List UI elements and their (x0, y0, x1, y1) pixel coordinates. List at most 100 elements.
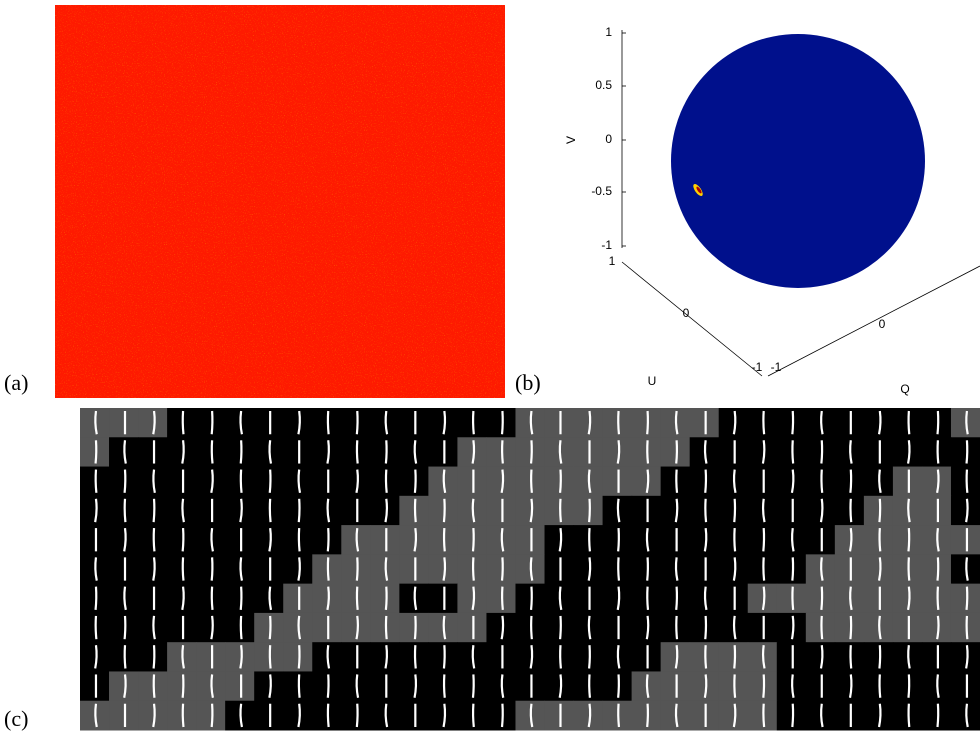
spin-dash (617, 674, 620, 698)
grid-cell (747, 612, 778, 643)
spin-dash (384, 498, 389, 523)
spin-dash (558, 527, 563, 552)
spin-dash (646, 586, 650, 611)
grid-cell (834, 408, 865, 438)
spin-dash (297, 469, 302, 494)
spin-dash (529, 645, 534, 669)
spin-dash (355, 410, 359, 435)
spin-dash (704, 645, 708, 669)
grid-cell (167, 612, 197, 643)
spin-dash (588, 528, 592, 552)
spin-dash (762, 674, 766, 698)
spin-grid (80, 408, 980, 731)
spin-dash (529, 440, 533, 464)
spin-dash (762, 528, 766, 552)
spin-dash (268, 615, 272, 640)
spin-dash (239, 498, 243, 523)
spin-dash (181, 586, 185, 611)
spin-dash (239, 410, 244, 435)
spin-dash (820, 615, 824, 640)
grid-cell (950, 466, 980, 497)
grid-cell (370, 525, 400, 555)
spin-dash (703, 586, 708, 611)
spin-dash (936, 527, 940, 552)
grid-cell (196, 495, 226, 526)
spin-dash (181, 498, 185, 523)
grid-cell (921, 495, 952, 526)
spin-dash (790, 469, 795, 494)
spin-dash (326, 674, 330, 698)
q-tick-label: 0 (879, 317, 886, 331)
grid-cell (573, 437, 604, 468)
spin-dash (558, 674, 563, 698)
spin-dash (646, 440, 650, 464)
spin-dash (239, 469, 243, 493)
spin-dash (239, 615, 243, 640)
grid-cell (950, 671, 980, 702)
spin-dash (849, 645, 853, 669)
spin-dash (181, 703, 185, 728)
spin-dash (588, 674, 592, 698)
panel-label: (b) (515, 370, 541, 395)
spin-dash (675, 615, 679, 640)
spin-dash (761, 645, 766, 669)
grid-cell (80, 671, 110, 702)
spin-dash (471, 586, 476, 611)
grid-cell (341, 642, 371, 672)
spin-dash (326, 440, 330, 464)
spin-dash (355, 440, 359, 464)
spin-dash (617, 703, 621, 728)
spin-dash (500, 410, 504, 435)
spin-dash (645, 527, 650, 552)
grid-cell (834, 554, 865, 585)
spin-dash (500, 469, 505, 494)
spin-dash (936, 615, 940, 640)
spin-dash (123, 527, 127, 552)
spin-dash (210, 527, 214, 552)
spin-dash (384, 440, 388, 464)
spin-dash (181, 557, 185, 581)
spin-dash (94, 410, 98, 435)
v-tick-label: -1 (601, 238, 612, 252)
grid-cell (834, 700, 865, 731)
grid-cell (167, 466, 197, 497)
spin-dash (471, 645, 476, 669)
grid-cell (254, 554, 284, 585)
spin-dash (471, 410, 475, 435)
grid-cell (631, 495, 662, 526)
spin-dash (849, 586, 853, 611)
spin-dash (616, 586, 621, 611)
spin-dash (645, 469, 650, 494)
panel-label: (a) (4, 370, 28, 395)
spin-dash (413, 498, 417, 523)
spin-dash (210, 469, 214, 494)
spin-dash (820, 703, 824, 728)
spin-dash (152, 645, 156, 669)
grid-cell (341, 495, 371, 526)
spin-dash (152, 674, 156, 698)
spin-dash (529, 557, 534, 581)
spin-dash (877, 557, 882, 581)
spin-dash (471, 498, 476, 523)
spin-dash (529, 703, 534, 728)
spin-dash (152, 469, 156, 494)
spin-dash (965, 469, 969, 493)
grid-cell (254, 408, 284, 438)
spin-dash (355, 674, 360, 698)
spin-dash (152, 615, 156, 640)
grid-cell (950, 583, 980, 614)
grid-cell (950, 612, 980, 643)
spin-dash (761, 586, 766, 611)
grid-cell (225, 525, 255, 555)
spin-dash (675, 469, 679, 493)
spin-dash (384, 615, 388, 640)
spin-dash (965, 703, 969, 728)
spin-dash (152, 703, 156, 728)
spin-dash (878, 645, 882, 669)
u-tick-label: 0 (683, 306, 690, 320)
grid-cell (312, 466, 342, 497)
spin-dash (907, 557, 911, 581)
spin-dash (268, 586, 273, 611)
q-tick-label: -1 (771, 360, 782, 374)
